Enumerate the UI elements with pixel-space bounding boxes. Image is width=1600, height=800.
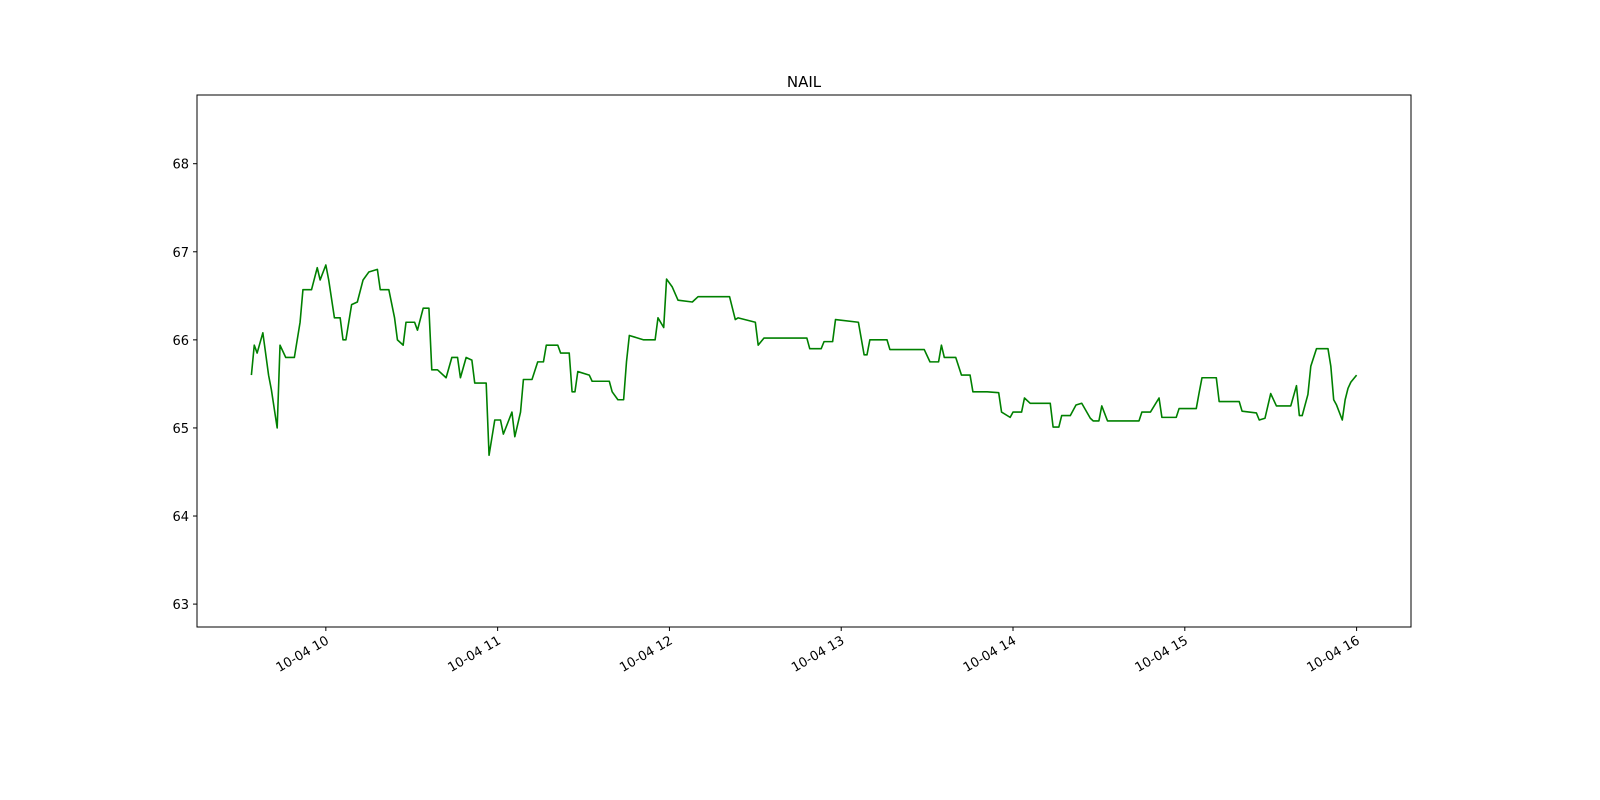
y-tick-label: 66 [172,334,189,349]
chart-title: NAIL [787,73,822,91]
y-tick-label: 63 [172,598,189,613]
y-tick-label: 65 [172,422,189,437]
y-tick-label: 64 [172,510,189,525]
y-tick-label: 67 [172,246,189,261]
y-tick-label: 68 [172,158,189,173]
price-line [250,264,1358,457]
plot-frame [196,94,1412,628]
